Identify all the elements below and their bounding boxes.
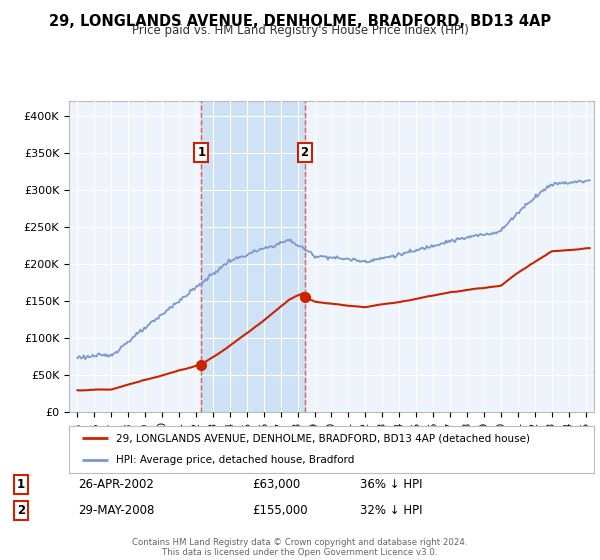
- Text: 29-MAY-2008: 29-MAY-2008: [78, 503, 154, 517]
- Text: £63,000: £63,000: [252, 478, 300, 491]
- Text: 36% ↓ HPI: 36% ↓ HPI: [360, 478, 422, 491]
- Text: £155,000: £155,000: [252, 503, 308, 517]
- Text: 26-APR-2002: 26-APR-2002: [78, 478, 154, 491]
- Bar: [202, 101, 305, 412]
- Text: 2: 2: [17, 503, 25, 517]
- Text: 29, LONGLANDS AVENUE, DENHOLME, BRADFORD, BD13 4AP (detached house): 29, LONGLANDS AVENUE, DENHOLME, BRADFORD…: [116, 433, 530, 444]
- Text: Price paid vs. HM Land Registry's House Price Index (HPI): Price paid vs. HM Land Registry's House …: [131, 24, 469, 37]
- Text: 1: 1: [17, 478, 25, 491]
- Text: HPI: Average price, detached house, Bradford: HPI: Average price, detached house, Brad…: [116, 455, 355, 465]
- Text: 32% ↓ HPI: 32% ↓ HPI: [360, 503, 422, 517]
- Text: 29, LONGLANDS AVENUE, DENHOLME, BRADFORD, BD13 4AP: 29, LONGLANDS AVENUE, DENHOLME, BRADFORD…: [49, 14, 551, 29]
- Text: Contains HM Land Registry data © Crown copyright and database right 2024.
This d: Contains HM Land Registry data © Crown c…: [132, 538, 468, 557]
- Text: 2: 2: [301, 146, 308, 159]
- Text: 1: 1: [197, 146, 205, 159]
